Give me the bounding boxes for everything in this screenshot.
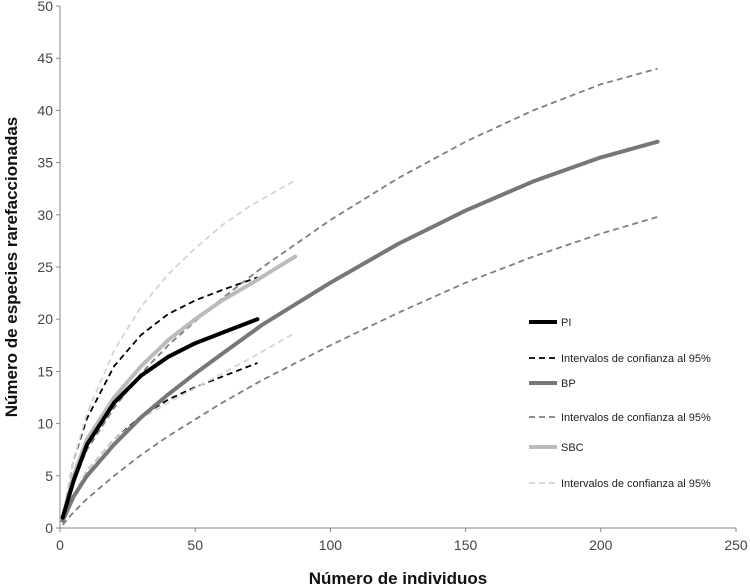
legend: PI Intervalos de confianza al 95% BP Interv… [529, 317, 711, 490]
legend-label: PI [561, 317, 571, 329]
legend-label: Intervalos de confianza al 95% [561, 353, 711, 365]
series-layer [60, 67, 660, 526]
x-tick-label: 0 [56, 537, 64, 553]
series-line-5 [62, 216, 658, 526]
y-tick-label: 25 [37, 259, 53, 275]
x-axis-title: Número de individuos [309, 569, 488, 588]
x-tick-label: 150 [454, 537, 478, 553]
x-tick-label: 200 [589, 537, 613, 553]
series-line-1 [61, 276, 258, 518]
y-tick-label: 45 [37, 50, 53, 66]
series-line-0 [60, 317, 260, 520]
y-tick-label: 5 [45, 468, 53, 484]
x-tick-label: 100 [319, 537, 343, 553]
y-tick-label: 15 [37, 363, 53, 379]
series-line-3 [60, 139, 660, 523]
y-axis-ticks: 0 5 10 15 20 25 30 35 40 45 50 [37, 0, 60, 536]
y-tick-label: 50 [37, 0, 53, 14]
x-tick-label: 250 [724, 537, 748, 553]
y-tick-label: 35 [37, 155, 53, 171]
y-tick-label: 10 [37, 416, 53, 432]
y-tick-label: 0 [45, 520, 53, 536]
axes [59, 6, 736, 529]
series-line-7 [61, 179, 296, 518]
x-tick-label: 50 [187, 537, 203, 553]
legend-label: Intervalos de confianza al 95% [561, 478, 711, 490]
legend-label: SBC [561, 442, 584, 454]
y-axis-title: Número de especies rarefaccionadas [2, 117, 21, 417]
y-tick-label: 20 [37, 311, 53, 327]
legend-label: BP [561, 378, 576, 390]
y-tick-label: 40 [37, 102, 53, 118]
legend-label: Intervalos de confianza al 95% [561, 412, 711, 424]
y-tick-label: 30 [37, 207, 53, 223]
x-axis-ticks: 0 50 100 150 200 250 [56, 528, 748, 553]
